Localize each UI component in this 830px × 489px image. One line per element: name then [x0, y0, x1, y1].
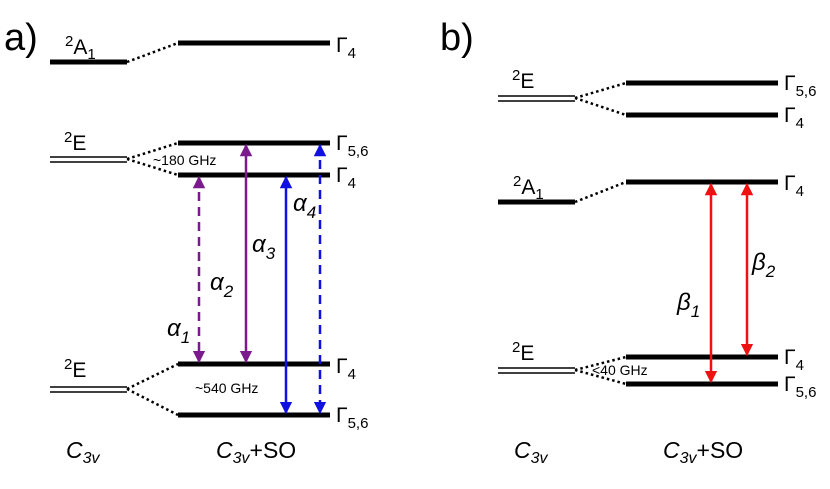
xlabel-b-left: C3v	[514, 437, 549, 467]
transition-label-alpha3: α3	[252, 231, 276, 263]
level-label-a-0: Γ4	[336, 34, 356, 62]
level-a-2e-upper	[50, 156, 127, 163]
transition-label-alpha2: α2	[210, 269, 234, 301]
splitting-a-lower: ~540 GHz	[195, 380, 258, 396]
transition-label-beta2: β2	[751, 249, 776, 281]
level-label-b-3: Γ4	[784, 346, 804, 374]
splitting-b: <40 GHz	[592, 362, 648, 378]
connectors-a	[126, 41, 179, 417]
transition-label-alpha4: α4	[293, 190, 316, 222]
connectors-b	[574, 81, 627, 386]
panel-b: b) 2E 2A1 2E Γ5	[440, 17, 816, 467]
level-label-b-4: Γ5,6	[784, 373, 816, 401]
level-label-a-2: Γ4	[336, 164, 356, 192]
level-label-b-0: Γ5,6	[784, 72, 816, 100]
level-b-2e-upper	[498, 95, 575, 102]
level-label-a-3: Γ4	[336, 355, 356, 383]
state-label-a-2e-lower: 2E	[64, 356, 86, 382]
xlabel-a-left: C3v	[66, 437, 101, 467]
transition-label-alpha1: α1	[167, 315, 190, 347]
state-label-b-2e-lower: 2E	[512, 339, 534, 365]
panel-a-label: a)	[4, 17, 38, 59]
splitting-a-upper: ~180 GHz	[153, 152, 216, 168]
xlabel-b-right: C3v+SO	[663, 437, 743, 467]
transition-label-beta1: β1	[676, 289, 700, 321]
level-label-a-1: Γ5,6	[336, 132, 368, 160]
level-label-a-4: Γ5,6	[336, 404, 368, 432]
panel-a: a) 2A1 2E 2E	[4, 17, 368, 467]
panel-b-label: b)	[440, 17, 474, 59]
state-label-a-2e-upper: 2E	[64, 129, 86, 155]
level-label-b-1: Γ4	[784, 104, 804, 132]
state-label-b-2e-upper: 2E	[512, 67, 534, 93]
state-label-b-2a1: 2A1	[513, 173, 544, 203]
level-a-2e-lower	[50, 386, 127, 393]
level-label-b-2: Γ4	[784, 172, 804, 200]
xlabel-a-right: C3v+SO	[216, 437, 296, 467]
level-b-2e-lower	[498, 367, 575, 374]
state-label-a-2a1: 2A1	[65, 33, 96, 63]
